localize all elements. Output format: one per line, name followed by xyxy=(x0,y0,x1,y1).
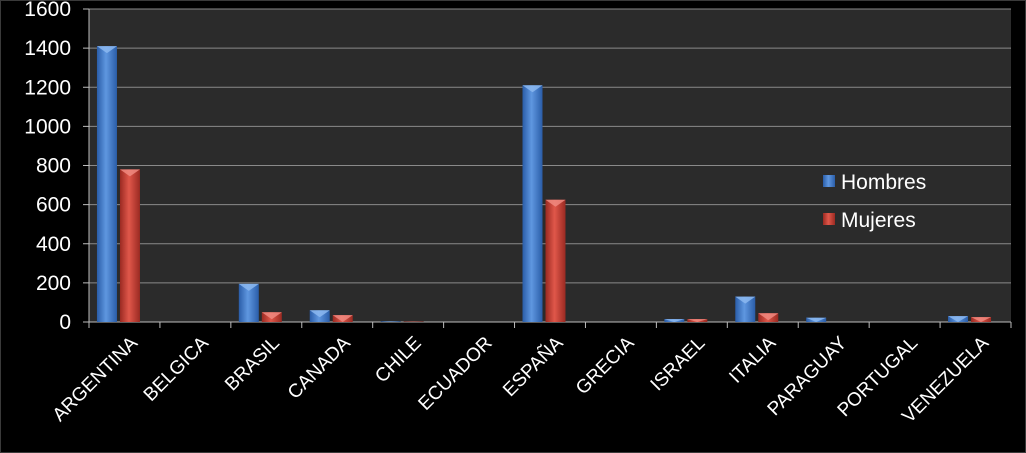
bar-mujeres xyxy=(545,199,566,322)
bar-cap xyxy=(806,317,827,322)
bar-cap xyxy=(948,316,969,322)
bar-cap xyxy=(261,312,282,320)
bar-cap xyxy=(309,310,330,318)
y-tick-label: 1600 xyxy=(24,1,71,21)
y-tick-label: 1400 xyxy=(24,37,71,60)
y-tick-label: 600 xyxy=(36,194,71,217)
bar-mujeres xyxy=(261,312,282,322)
x-tick-label: ECUADOR xyxy=(415,333,497,415)
bars xyxy=(96,46,992,322)
bar-body xyxy=(119,169,140,322)
bar-body xyxy=(522,85,543,322)
bar-mujeres xyxy=(332,315,353,322)
bar-hombres xyxy=(664,319,685,322)
bar-cap xyxy=(735,296,756,304)
bar-hombres xyxy=(948,316,969,322)
bar-hombres xyxy=(238,283,259,322)
bar-hombres xyxy=(735,296,756,322)
y-axis-ticks: 0 200 400 600 800 1000 1200 1400 1600 xyxy=(24,1,90,334)
x-tick-label: ITALIA xyxy=(725,332,780,387)
bar-mujeres xyxy=(687,319,708,322)
bar-cap xyxy=(332,315,353,322)
y-tick-label: 400 xyxy=(36,233,71,256)
x-tick-label: BELGICA xyxy=(140,332,213,405)
y-tick-label: 1000 xyxy=(24,115,71,138)
bar-body xyxy=(545,199,566,322)
bar-cap xyxy=(380,321,401,322)
x-tick-label: ARGENTINA xyxy=(49,332,142,425)
bar-body xyxy=(238,283,259,322)
bar-mujeres xyxy=(971,317,992,322)
legend-item-mujeres: Mujeres xyxy=(823,209,916,232)
x-tick-label: BRASIL xyxy=(221,333,284,396)
y-tick-label: 0 xyxy=(59,311,71,334)
bar-hombres xyxy=(96,46,117,322)
bar-hombres xyxy=(309,310,330,322)
bar-mujeres xyxy=(119,169,140,322)
legend-label: Hombres xyxy=(841,171,926,194)
bar-mujeres xyxy=(758,313,779,322)
bar-hombres xyxy=(806,317,827,322)
x-tick-label: ISRAEL xyxy=(647,333,710,396)
x-tick-label: ESPAÑA xyxy=(498,332,567,401)
bar-hombres xyxy=(522,85,543,322)
x-tick-label: GRECIA xyxy=(572,332,639,399)
x-tick-label: CANADA xyxy=(284,332,355,403)
bar-cap xyxy=(758,313,779,321)
bar-cap xyxy=(664,319,685,322)
legend-item-hombres: Hombres xyxy=(823,171,926,194)
bar-hombres xyxy=(380,321,401,322)
y-tick-label: 200 xyxy=(36,272,71,295)
legend-label: Mujeres xyxy=(841,209,916,232)
bar-cap xyxy=(96,46,117,54)
bar-cap xyxy=(687,319,708,322)
bar-body xyxy=(96,46,117,322)
y-tick-label: 800 xyxy=(36,155,71,178)
x-tick-label: CHILE xyxy=(371,333,425,387)
bar-cap xyxy=(545,199,566,207)
legend-swatch xyxy=(823,175,835,187)
bar-cap xyxy=(119,169,140,177)
bar-body xyxy=(735,296,756,322)
y-tick-label: 1200 xyxy=(24,76,71,99)
legend: Hombres Mujeres xyxy=(823,171,926,232)
bar-cap xyxy=(522,85,543,93)
legend-swatch xyxy=(823,213,835,225)
bar-cap xyxy=(971,317,992,322)
bar-cap xyxy=(238,283,259,291)
